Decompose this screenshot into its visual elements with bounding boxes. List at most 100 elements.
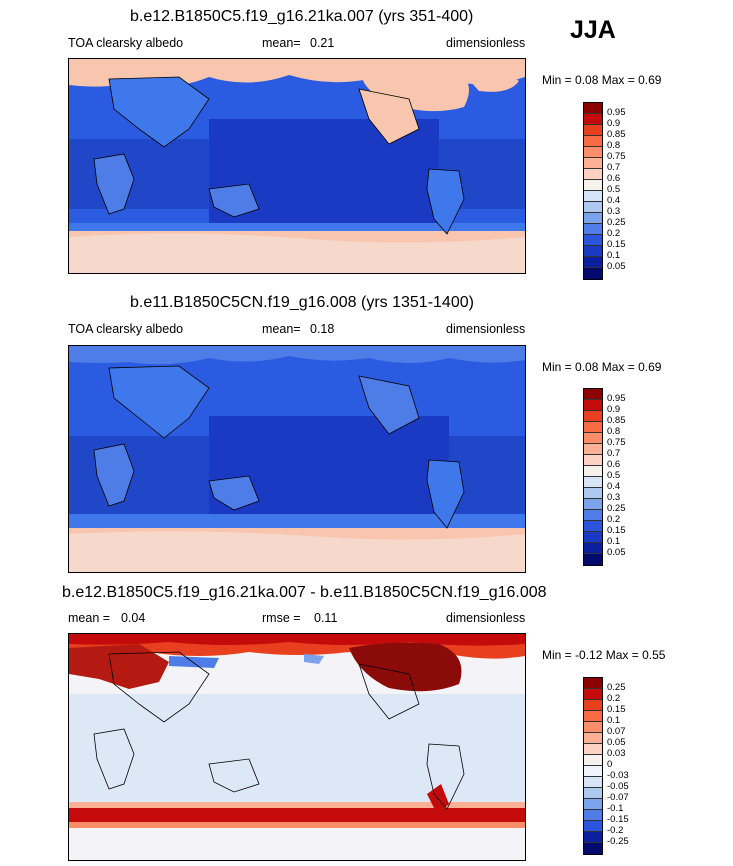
colorbar-swatch — [584, 810, 602, 821]
panel-3-min-label: Min = — [542, 648, 572, 662]
colorbar-swatch — [584, 180, 602, 191]
colorbar-tick-label: 0.5 — [607, 184, 621, 195]
colorbar-tick-label: 0.15 — [607, 239, 626, 250]
colorbar-swatch — [584, 477, 602, 488]
colorbar-tick-label: 0.1 — [607, 715, 621, 726]
colorbar-swatch — [584, 821, 602, 832]
panel-2-min-value: 0.08 — [575, 360, 599, 374]
panel-2-min-label: Min = — [542, 360, 572, 374]
panel-3-rmse-value: 0.11 — [314, 611, 338, 625]
colorbar-tick-label: 0.6 — [607, 173, 621, 184]
panel-1-title: b.e12.B1850C5.f19_g16.21ka.007 (yrs 351-… — [130, 8, 474, 25]
panel-1-mean-value: 0.21 — [310, 36, 335, 50]
panel-3-rmse-label: rmse = — [262, 611, 301, 625]
colorbar-swatch — [584, 257, 602, 268]
colorbar-swatch — [584, 125, 602, 136]
colorbar-swatch — [584, 755, 602, 766]
colorbar-swatch — [584, 532, 602, 543]
colorbar-tick-label: 0.2 — [607, 228, 621, 239]
colorbar-tick-label: 0.2 — [607, 693, 621, 704]
panel-3-max-label: Max = — [605, 648, 639, 662]
colorbar-tick-label: 0.07 — [607, 726, 626, 737]
panel-3-max-value: 0.55 — [642, 648, 666, 662]
panel-1-units: dimensionless — [446, 36, 526, 50]
panel-1-min-value: 0.08 — [575, 73, 599, 87]
colorbar-swatch — [584, 169, 602, 180]
colorbar-tick-label: -0.25 — [607, 836, 629, 847]
colorbar-swatch — [584, 191, 602, 202]
colorbar-swatch — [584, 777, 602, 788]
colorbar-tick-label: 0.6 — [607, 459, 621, 470]
colorbar-swatch — [584, 202, 602, 213]
colorbar-tick-label: 0.15 — [607, 525, 626, 536]
colorbar-swatch — [584, 158, 602, 169]
colorbar-swatch — [584, 224, 602, 235]
colorbar-tick-label: 0.15 — [607, 704, 626, 715]
colorbar-swatch — [584, 766, 602, 777]
colorbar-tick-label: 0.85 — [607, 415, 626, 426]
season-label: JJA — [570, 16, 616, 44]
colorbar-swatch — [584, 700, 602, 711]
colorbar-swatch — [584, 136, 602, 147]
panel-2-colorbar — [583, 388, 603, 566]
panel-1-mean-label: mean= — [262, 36, 301, 50]
panel-3-map — [68, 633, 526, 861]
colorbar-swatch — [584, 678, 602, 689]
colorbar-tick-label: -0.2 — [607, 825, 624, 836]
colorbar-tick-label: -0.03 — [607, 770, 629, 781]
panel-1-max-label: Max = — [601, 73, 635, 87]
colorbar-swatch — [584, 733, 602, 744]
colorbar-tick-label: -0.15 — [607, 814, 629, 825]
panel-2-map — [68, 345, 526, 573]
panel-3-mean-value: 0.04 — [121, 611, 146, 625]
panel-2-variable-label: TOA clearsky albedo — [68, 322, 184, 336]
panel-3-colorbar — [583, 677, 603, 855]
colorbar-tick-label: 0.9 — [607, 404, 621, 415]
colorbar-tick-label: -0.05 — [607, 781, 629, 792]
colorbar-swatch — [584, 744, 602, 755]
colorbar-swatch — [584, 466, 602, 477]
colorbar-swatch — [584, 510, 602, 521]
colorbar-tick-label: 0.7 — [607, 448, 621, 459]
colorbar-tick-label: 0.4 — [607, 481, 621, 492]
colorbar-tick-label: 0.75 — [607, 437, 626, 448]
colorbar-swatch — [584, 389, 602, 400]
colorbar-swatch — [584, 103, 602, 114]
colorbar-tick-label: 0.4 — [607, 195, 621, 206]
panel-2-units: dimensionless — [446, 322, 526, 336]
colorbar-swatch — [584, 799, 602, 810]
panel-3-min-value: -0.12 — [575, 648, 603, 662]
colorbar-tick-label: 0.8 — [607, 426, 621, 437]
colorbar-swatch — [584, 554, 602, 565]
colorbar-swatch — [584, 543, 602, 554]
colorbar-swatch — [584, 788, 602, 799]
colorbar-tick-label: 0.05 — [607, 737, 626, 748]
colorbar-swatch — [584, 711, 602, 722]
colorbar-swatch — [584, 246, 602, 257]
colorbar-swatch — [584, 455, 602, 466]
panel-3-mean-label: mean = — [68, 611, 111, 625]
colorbar-tick-label: 0.1 — [607, 536, 621, 547]
colorbar-tick-label: 0.25 — [607, 682, 626, 693]
colorbar-tick-label: 0.1 — [607, 250, 621, 261]
colorbar-tick-label: 0.25 — [607, 503, 626, 514]
panel-3-units: dimensionless — [446, 611, 526, 625]
panel-1-variable-label: TOA clearsky albedo — [68, 36, 184, 50]
colorbar-tick-label: 0.03 — [607, 748, 626, 759]
colorbar-swatch — [584, 843, 602, 854]
colorbar-tick-label: 0.8 — [607, 140, 621, 151]
panel-2-mean-label: mean= — [262, 322, 301, 336]
colorbar-swatch — [584, 433, 602, 444]
colorbar-swatch — [584, 400, 602, 411]
colorbar-tick-label: 0.75 — [607, 151, 626, 162]
colorbar-tick-label: 0.3 — [607, 206, 621, 217]
colorbar-tick-label: 0.05 — [607, 547, 626, 558]
colorbar-swatch — [584, 268, 602, 279]
colorbar-tick-label: 0.5 — [607, 470, 621, 481]
colorbar-swatch — [584, 235, 602, 246]
colorbar-tick-label: 0 — [607, 759, 613, 770]
colorbar-swatch — [584, 147, 602, 158]
colorbar-tick-label: 0.3 — [607, 492, 621, 503]
colorbar-swatch — [584, 444, 602, 455]
colorbar-tick-label: 0.9 — [607, 118, 621, 129]
